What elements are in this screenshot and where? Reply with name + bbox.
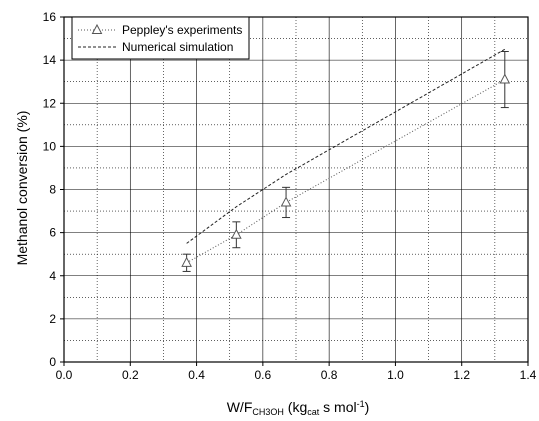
legend-marker-triangle xyxy=(91,23,103,34)
y-tick-label: 6 xyxy=(49,226,56,240)
series-line-simulation xyxy=(186,48,506,244)
legend: Peppley's experiments Numerical simulati… xyxy=(71,16,250,60)
y-axis-label: Methanol conversion (%) xyxy=(14,111,30,266)
y-tick-label: 4 xyxy=(49,269,56,283)
legend-box xyxy=(71,16,250,60)
data-point-experiment xyxy=(231,228,242,239)
grid-lines xyxy=(64,17,528,362)
x-tick-label: 0.0 xyxy=(56,368,73,382)
y-tick-label: 2 xyxy=(49,312,56,326)
x-tick-label: 0.2 xyxy=(122,368,139,382)
y-tick-label: 8 xyxy=(49,183,56,197)
axes xyxy=(60,16,529,366)
x-tick-label: 0.8 xyxy=(321,368,338,382)
x-tick-label: 1.0 xyxy=(387,368,404,382)
y-tick-label: 10 xyxy=(43,139,57,153)
y-tick-label: 16 xyxy=(43,10,57,24)
x-tick-label: 0.6 xyxy=(255,368,272,382)
y-tick-label: 0 xyxy=(49,355,56,369)
data-point-experiment xyxy=(499,73,511,84)
y-tick-label: 14 xyxy=(43,53,57,67)
legend-label-experiments: Peppley's experiments xyxy=(122,23,242,37)
x-tick-label: 0.4 xyxy=(188,368,205,382)
x-tick-label: 1.2 xyxy=(453,368,470,382)
data-point-experiment xyxy=(280,196,292,207)
tick-labels: 0.0 0.2 0.4 0.6 0.8 1.0 1.2 1.4 0 2 4 6 8 10 12 14 16 xyxy=(43,10,537,382)
plot-series xyxy=(181,48,511,272)
legend-label-simulation: Numerical simulation xyxy=(122,40,233,54)
data-point-experiment xyxy=(181,256,192,267)
x-tick-label: 1.4 xyxy=(520,368,537,382)
x-axis-label: W/FCH3OH (kgcat s mol-1) xyxy=(227,399,370,417)
y-tick-label: 12 xyxy=(43,96,57,110)
